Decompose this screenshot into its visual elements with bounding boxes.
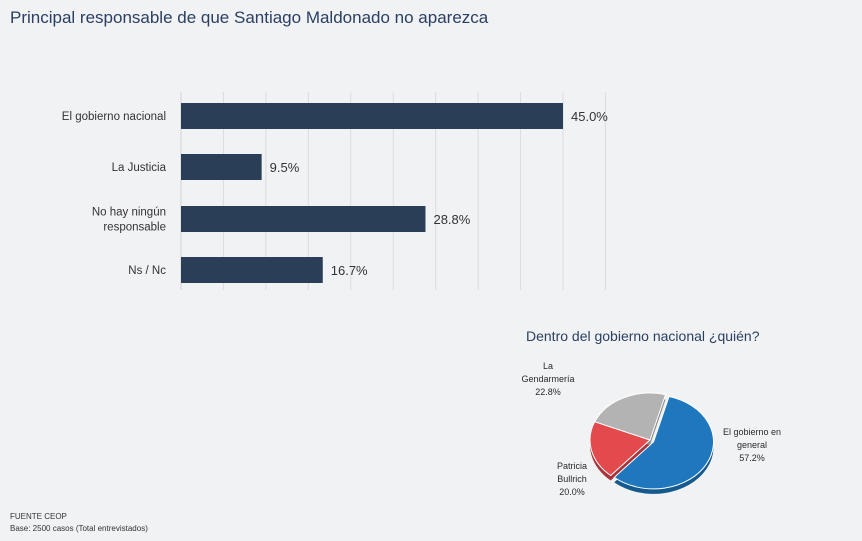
pie-label-gendarmeria-line1: La (542, 361, 553, 371)
chart-title: Principal responsable de que Santiago Ma… (10, 8, 489, 27)
bar (181, 154, 262, 180)
pie-label-gobierno: El gobierno en general 57.2% (712, 426, 792, 465)
pie-label-bullrich-line2: Bullrich (557, 474, 587, 484)
category-label: El gobierno nacional (62, 111, 166, 123)
pie-title: Dentro del gobierno nacional ¿quién? (526, 328, 760, 344)
category-label: No hay ningún responsable (92, 207, 166, 234)
pie-label-gendarmeria: La Gendarmería 22.8% (508, 360, 588, 399)
pie-label-gendarmeria-value: 22.8% (535, 387, 561, 397)
pie-label-bullrich-line1: Patricia (556, 461, 587, 471)
pie-label-gendarmeria-line2: Gendarmería (521, 374, 575, 384)
data-label: 16.7% (331, 263, 368, 278)
data-label: 9.5% (270, 160, 300, 175)
pie-label-bullrich: Patricia Bullrich 20.0% (532, 460, 612, 499)
source-line: FUENTE CEOP (10, 512, 67, 521)
category-label: Ns / Nc (128, 265, 166, 277)
category-label: La Justicia (112, 162, 167, 174)
pie-slice (594, 392, 667, 441)
pie-label-bullrich-value: 20.0% (559, 487, 585, 497)
pie-slice (613, 395, 714, 490)
base-line: Base: 2500 casos (Total entrevistados) (10, 524, 148, 533)
data-label: 45.0% (571, 109, 608, 124)
bar (181, 257, 323, 283)
bar (181, 206, 426, 232)
pie-label-gobierno-line2: general (736, 440, 768, 450)
data-label: 28.8% (433, 212, 470, 227)
bar (181, 103, 563, 129)
pie-label-gobierno-line1: El gobierno en (722, 427, 782, 437)
source-note: FUENTE CEOP Base: 2500 casos (Total entr… (10, 511, 148, 535)
pie-label-gobierno-value: 57.2% (739, 453, 765, 463)
